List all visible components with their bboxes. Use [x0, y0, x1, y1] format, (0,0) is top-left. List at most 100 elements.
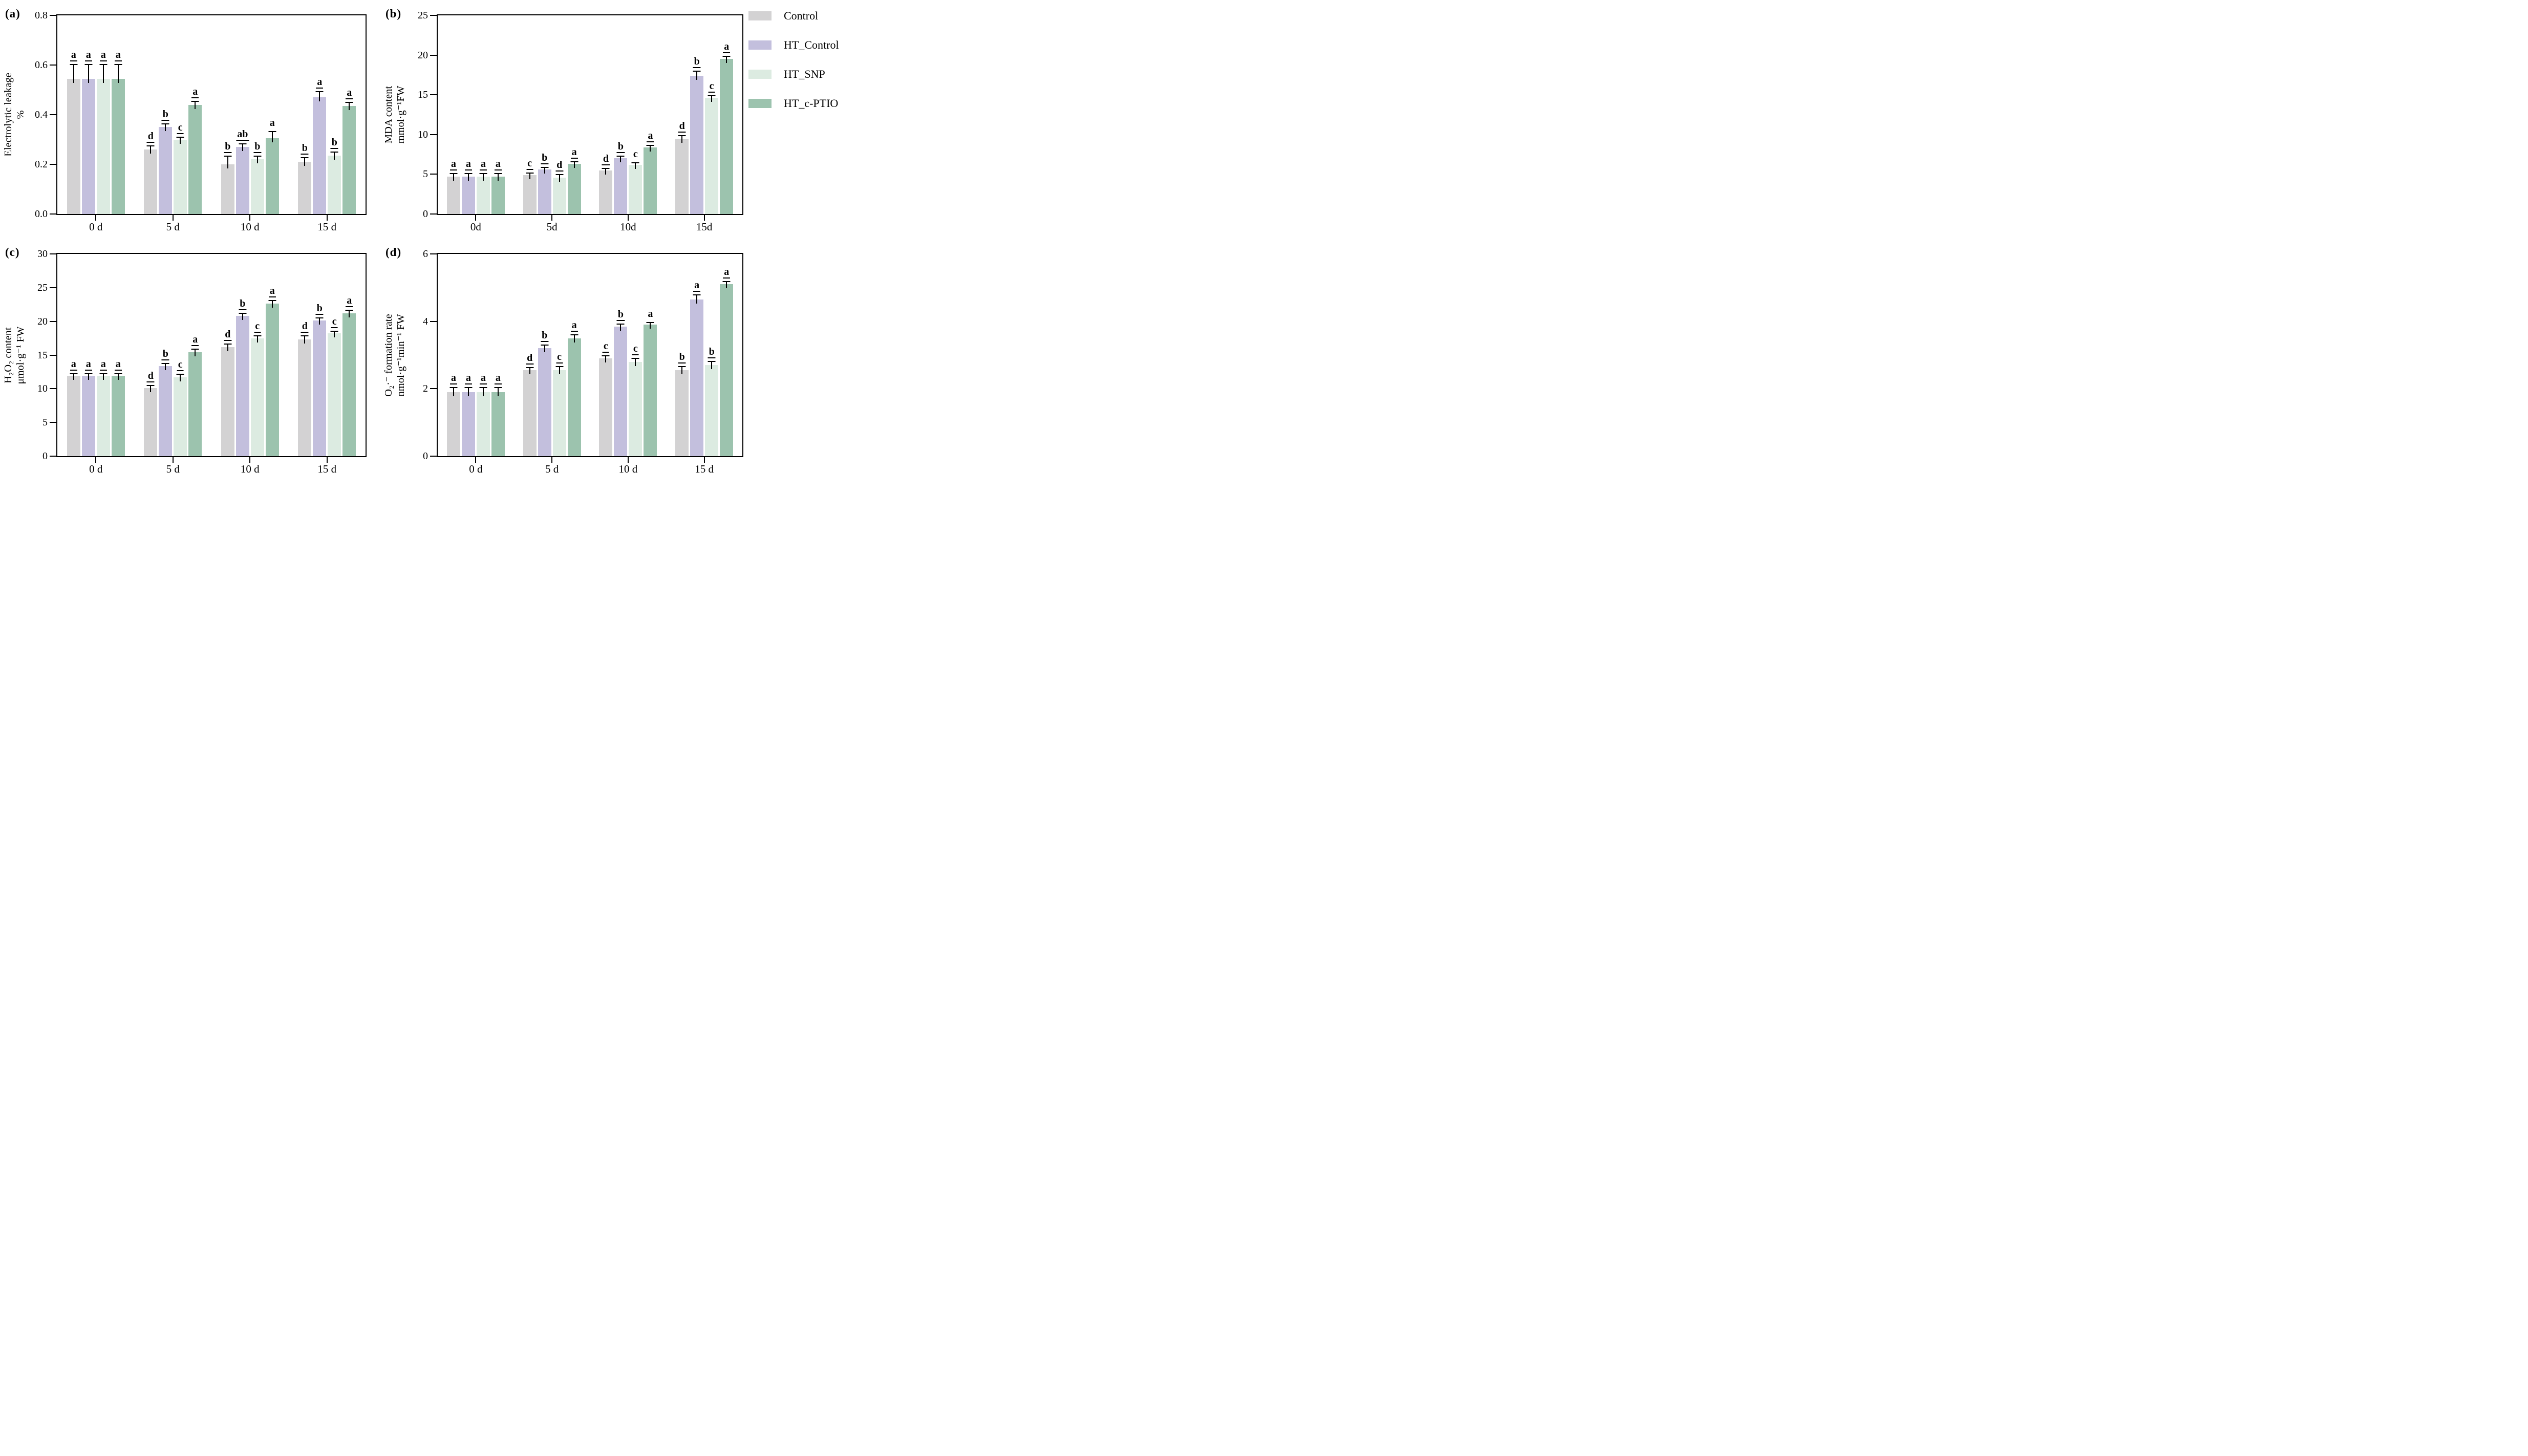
- bar-HT_c-PTIO-5 d: a: [188, 334, 202, 456]
- error-bar: [304, 336, 306, 344]
- y-tick-30: [50, 253, 57, 254]
- panel-a-electrolytic-leakage: (a) Electrolytic leakage % 0.0 0.2 0.4 0.6 0…: [3, 7, 367, 232]
- legend-swatch-control: [748, 11, 772, 20]
- x-category-label: 0d: [470, 221, 481, 233]
- y-tick-20: [430, 54, 438, 56]
- significance-letter: b: [541, 330, 549, 342]
- error-bar-cap: [494, 173, 502, 174]
- y-tick-label-0.0: 0.0: [35, 208, 48, 220]
- y-tick-label-0: 0: [42, 451, 48, 462]
- y-tick-0.2: [50, 164, 57, 165]
- x-tick-15 d: [703, 456, 705, 463]
- error-bar-cap: [239, 143, 247, 145]
- bar-HT_Control-0d: a: [461, 159, 475, 214]
- legend-swatch-ht-control: [748, 40, 772, 50]
- x-category-label: 0 d: [89, 221, 103, 233]
- legend-label-ht-c-ptio: HT_c-PTIO: [784, 97, 839, 110]
- bar-Control-10 d: d: [221, 329, 234, 456]
- error-bar-cap: [330, 152, 338, 153]
- significance-letter: c: [602, 340, 609, 353]
- significance-letter: a: [84, 358, 92, 371]
- bar-Control-15 d: b: [298, 143, 312, 214]
- significance-letter: b: [616, 140, 625, 153]
- significance-letter: c: [177, 121, 184, 134]
- error-bar: [180, 137, 181, 144]
- panel-c-h2o2-content: (c) H₂O₂ content μmol·g⁻¹ FW 0 5 10 15 20 25 3…: [3, 246, 367, 475]
- x-tick-0 d: [475, 456, 477, 463]
- bar-group-15 d: b a b a: [289, 15, 366, 214]
- y-tick-label-25: 25: [418, 10, 428, 21]
- error-bar: [319, 92, 320, 102]
- bar-Control-15d: d: [675, 121, 689, 214]
- bar-group-15 d: b a b a: [666, 254, 742, 456]
- y-tick-label-0: 0: [423, 208, 428, 220]
- y-tick-10: [430, 134, 438, 135]
- error-bar-cap: [678, 135, 686, 136]
- bar-HT_c-PTIO-10d: a: [644, 131, 657, 214]
- error-bar-cap: [494, 387, 502, 389]
- bar-Control-0 d: a: [67, 359, 80, 456]
- significance-letter: a: [268, 285, 276, 298]
- y-tick-0: [430, 456, 438, 457]
- bar-HT_SNP-15 d: b: [328, 137, 341, 214]
- error-bar: [73, 65, 74, 83]
- error-bar-cap: [114, 64, 122, 66]
- y-tick-25: [50, 287, 57, 288]
- bar-HT_Control-15d: b: [690, 56, 704, 214]
- error-bar: [529, 173, 530, 179]
- x-tick-10 d: [249, 214, 251, 221]
- y-tick-label-0.2: 0.2: [35, 159, 48, 170]
- y-axis-label-a-line1: Electrolytic leakage: [2, 73, 14, 157]
- significance-letter: a: [494, 158, 502, 170]
- bar-group-5 d: dbc a: [514, 254, 590, 456]
- error-bar-cap: [555, 366, 564, 367]
- significance-letter: a: [479, 158, 487, 170]
- y-tick-0: [50, 456, 57, 457]
- error-bar: [605, 168, 607, 175]
- error-bar: [650, 145, 651, 152]
- bar-HT_SNP-0 d: a: [96, 50, 110, 214]
- bar-HT_c-PTIO-10 d: a: [644, 309, 657, 456]
- error-bar-cap: [224, 344, 232, 345]
- error-bar-cap: [646, 144, 654, 146]
- legend-label-control: Control: [784, 9, 819, 22]
- y-tick-0.4: [50, 114, 57, 115]
- y-tick-label-0.8: 0.8: [35, 10, 48, 21]
- error-bar-cap: [176, 136, 184, 138]
- legend-item-ht-snp: HT_SNP: [748, 69, 839, 80]
- error-bar: [117, 65, 119, 83]
- y-tick-10: [50, 388, 57, 390]
- error-bar: [349, 310, 350, 317]
- y-tick-25: [430, 15, 438, 16]
- error-bar-cap: [146, 385, 155, 387]
- bar-HT_Control-15 d: b: [313, 303, 327, 456]
- bar-HT_SNP-10 d: b: [250, 141, 264, 214]
- legend-label-ht-control: HT_Control: [784, 38, 839, 51]
- error-bar: [605, 356, 607, 363]
- error-bar: [573, 335, 575, 342]
- bar-HT_SNP-5d: d: [552, 160, 566, 214]
- y-axis-label-c-line2: μmol·g⁻¹ FW: [15, 326, 26, 384]
- error-bar-cap: [570, 161, 579, 163]
- error-bar: [467, 174, 469, 181]
- significance-letter: a: [479, 372, 487, 385]
- error-bar: [271, 132, 273, 143]
- error-bar-cap: [631, 162, 639, 163]
- error-bar-cap: [646, 322, 654, 323]
- x-tick-10d: [627, 214, 629, 221]
- bar-HT_Control-15 d: a: [690, 280, 704, 456]
- significance-letter: a: [191, 333, 199, 346]
- bar-group-0 d: aaaa: [438, 254, 514, 456]
- error-bar: [650, 323, 651, 329]
- x-category-label: 15 d: [317, 221, 337, 233]
- error-bar: [319, 318, 320, 325]
- error-bar-cap: [541, 345, 549, 346]
- y-axis-label-b-line2: mmol·g⁻¹FW: [395, 85, 406, 144]
- error-bar: [620, 156, 622, 163]
- error-bar-cap: [301, 335, 309, 336]
- error-bar-cap: [693, 71, 701, 72]
